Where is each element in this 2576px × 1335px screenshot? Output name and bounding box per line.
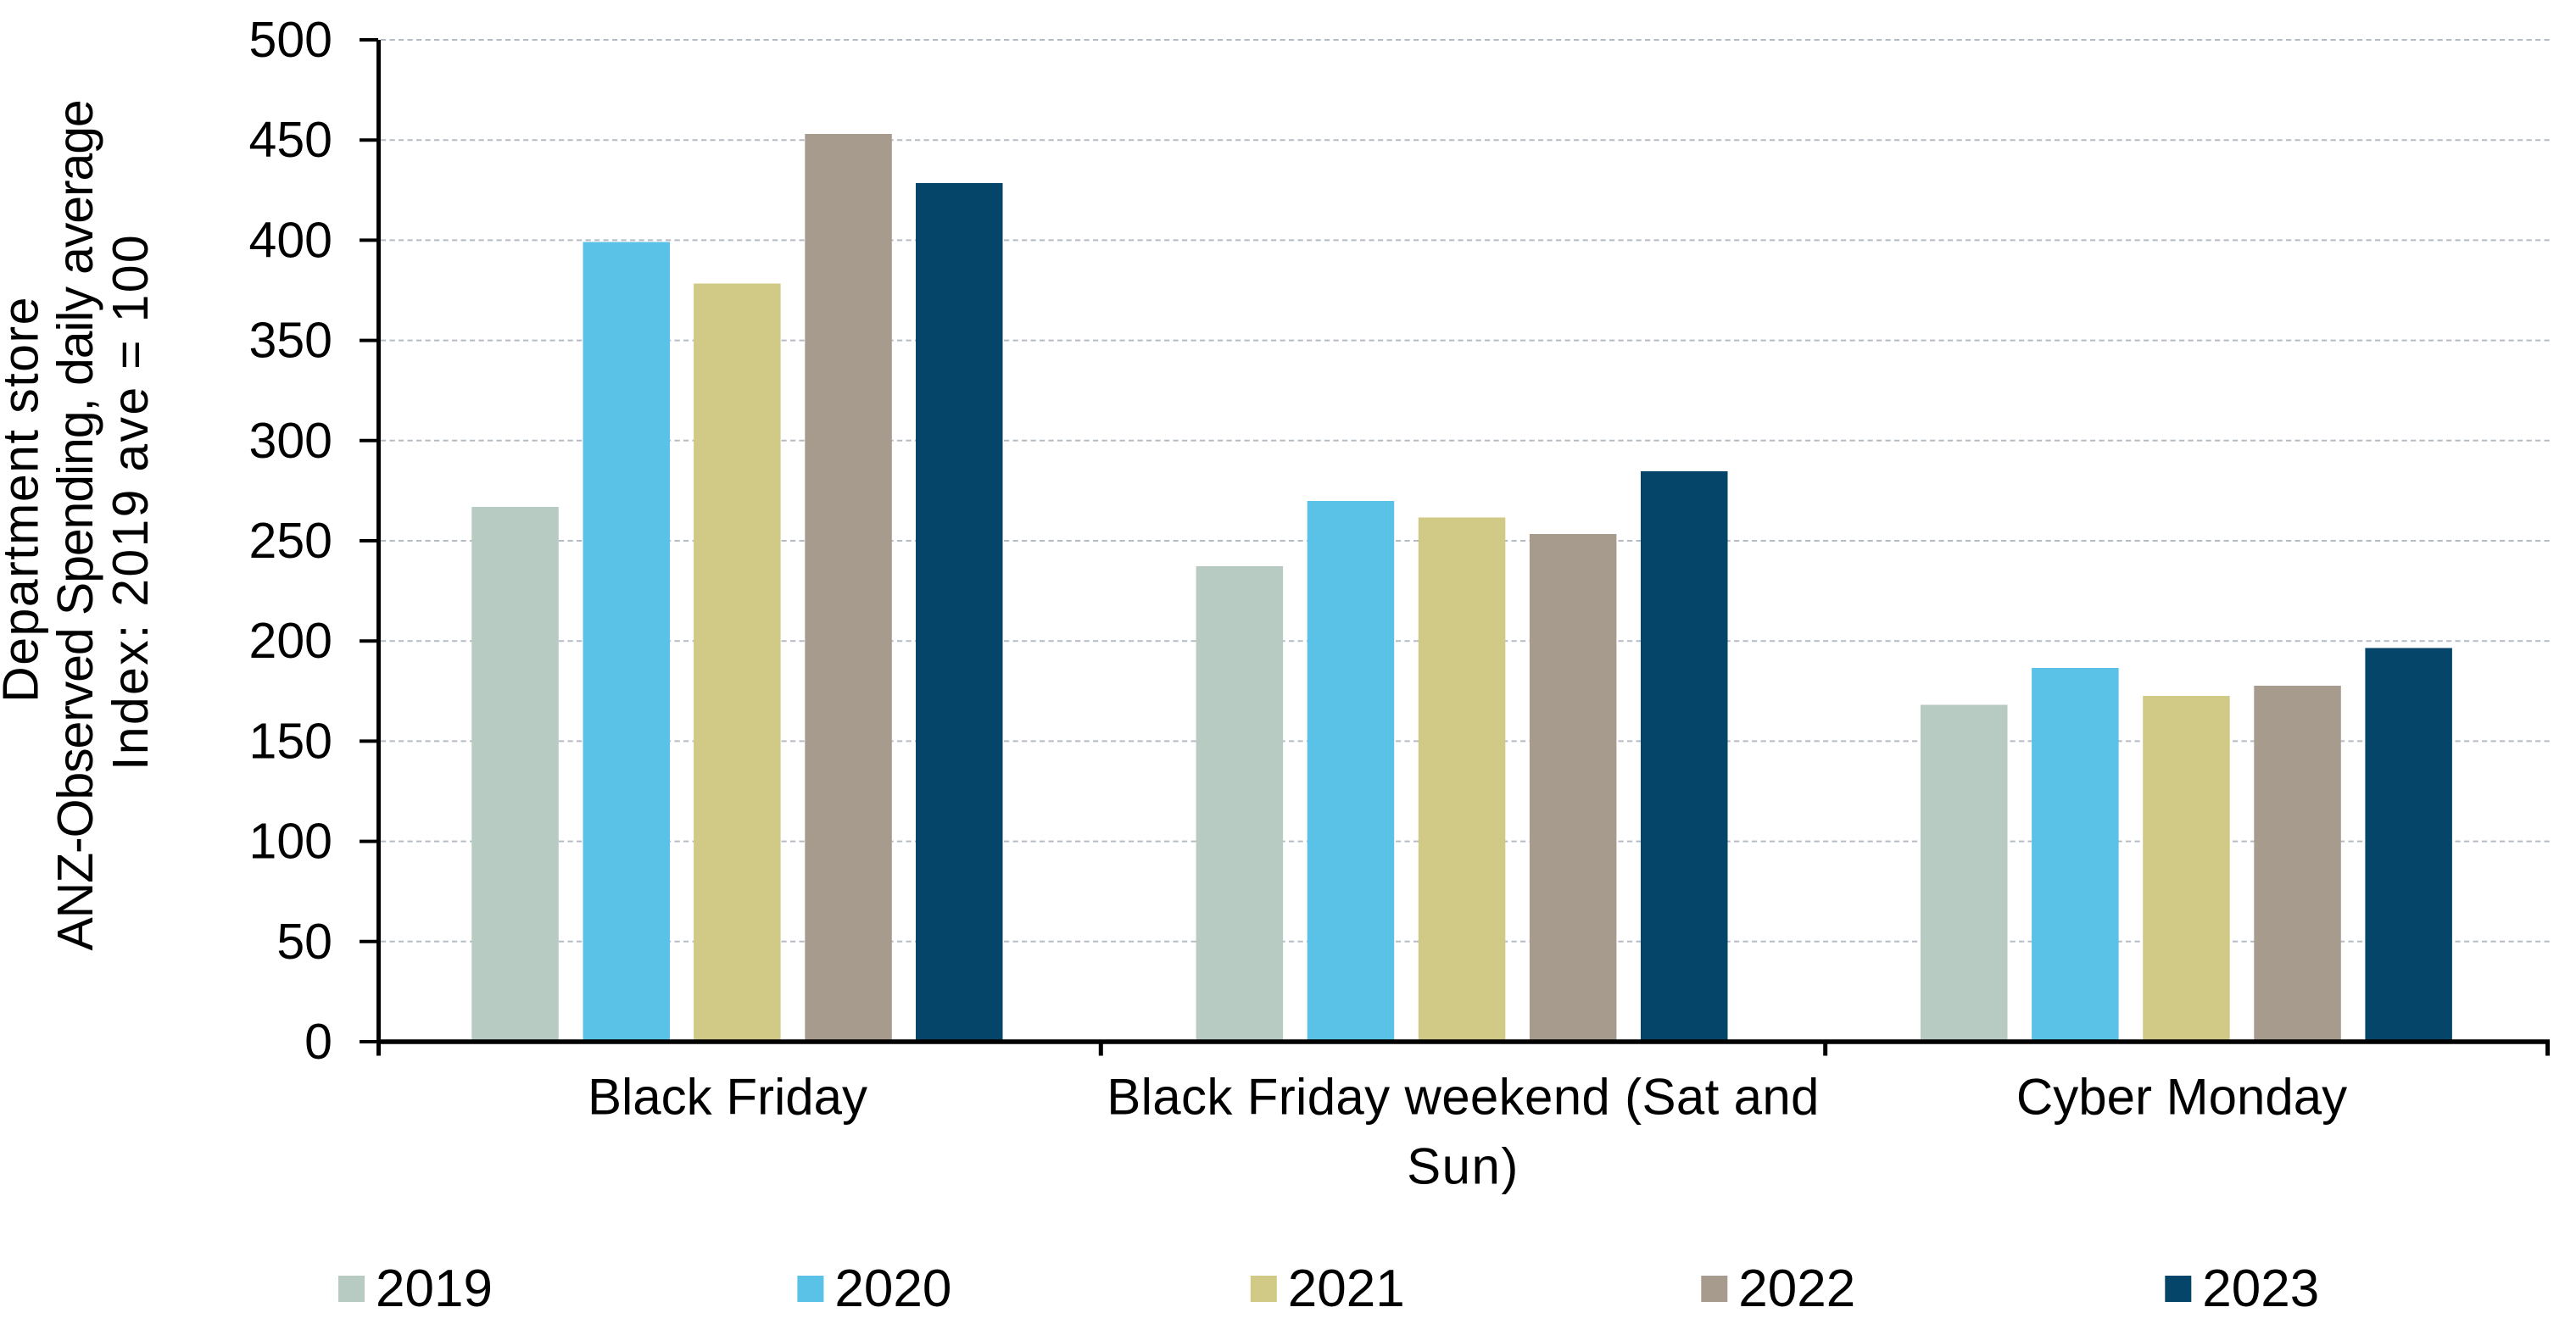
svg-text:350: 350: [249, 313, 332, 369]
svg-text:Black Friday: Black Friday: [588, 1069, 867, 1126]
svg-text:150: 150: [249, 713, 332, 769]
svg-text:300: 300: [249, 413, 332, 469]
svg-text:2023: 2023: [2202, 1260, 2319, 1318]
svg-text:2022: 2022: [1738, 1260, 1855, 1318]
svg-text:400: 400: [249, 212, 332, 268]
svg-text:Sun): Sun): [1407, 1138, 1519, 1195]
svg-text:2020: 2020: [834, 1260, 951, 1318]
svg-text:450: 450: [249, 112, 332, 168]
svg-text:50: 50: [276, 914, 332, 970]
svg-text:Cyber Monday: Cyber Monday: [2016, 1069, 2347, 1126]
svg-text:200: 200: [249, 613, 332, 669]
svg-text:2021: 2021: [1288, 1260, 1405, 1318]
svg-text:Black Friday weekend (Sat and: Black Friday weekend (Sat and: [1107, 1069, 1820, 1126]
svg-text:2019: 2019: [376, 1260, 493, 1318]
svg-text:ANZ-Observed Spending, daily a: ANZ-Observed Spending, daily average: [47, 100, 103, 950]
svg-text:Index: 2019 ave = 100: Index: 2019 ave = 100: [103, 233, 159, 770]
svg-text:100: 100: [249, 814, 332, 870]
svg-text:0: 0: [304, 1014, 332, 1070]
svg-text:Department store: Department store: [0, 296, 49, 703]
svg-text:500: 500: [249, 12, 332, 68]
svg-text:250: 250: [249, 513, 332, 569]
